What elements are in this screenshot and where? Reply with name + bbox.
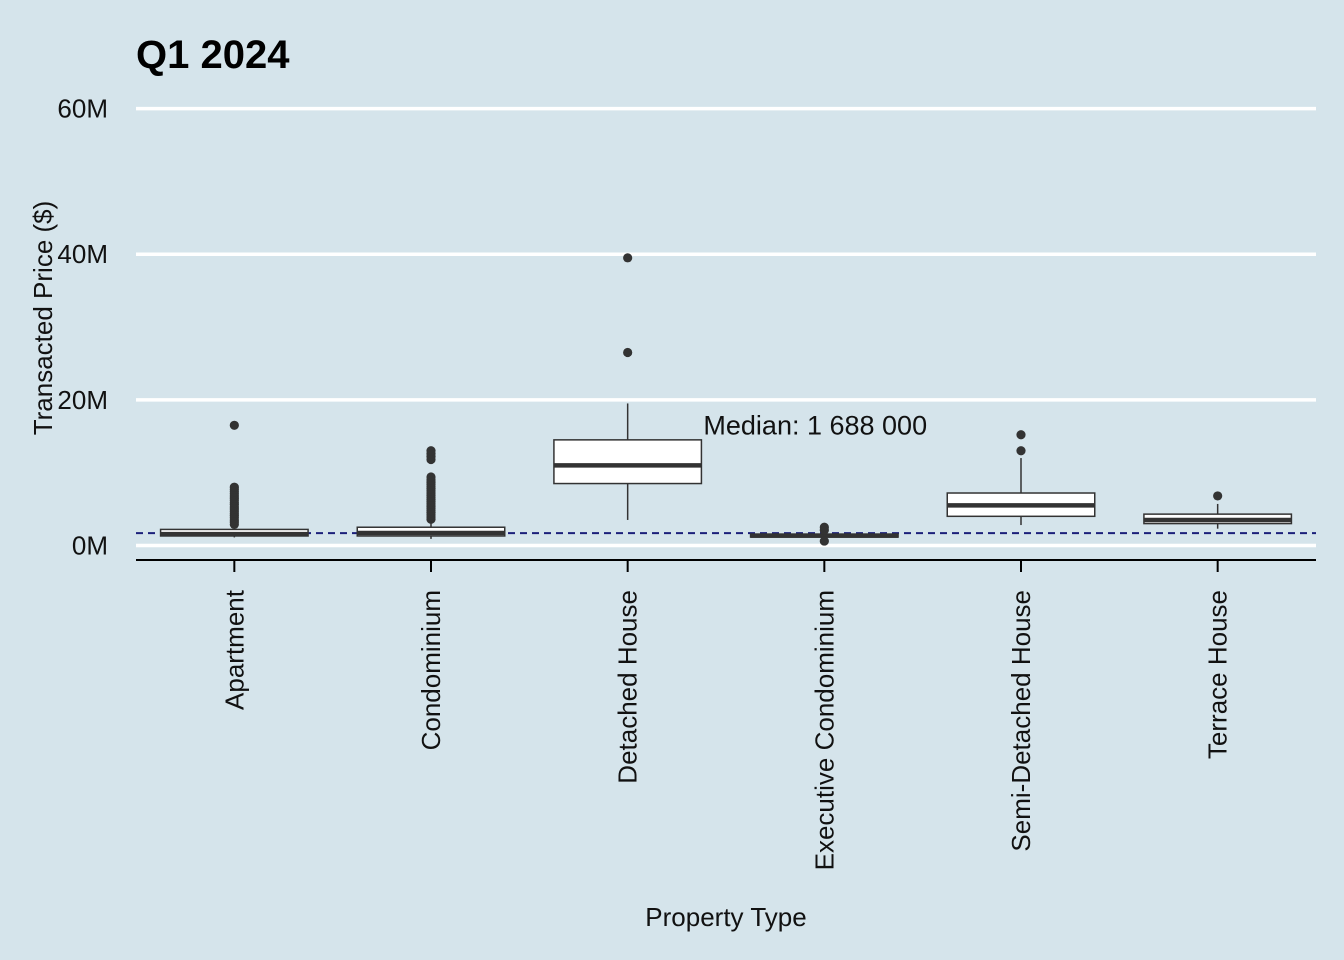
outlier-point [623,253,633,263]
x-tick-labels: Apartment Condominium Detached House Execut… [219,589,1232,870]
box-terrace-house [1143,491,1293,529]
grid-lines [136,106,1316,548]
outlier-point [1016,430,1026,440]
outlier-point [229,420,239,430]
y-tick-labels: 0M 20M 40M 60M [57,94,108,561]
box-detached-house [553,253,703,520]
box-apartment [159,420,309,538]
box-executive-condominium [749,522,899,546]
outlier-point [819,522,829,532]
outlier-point [229,482,239,492]
median-annotation: Median: 1 688 000 [703,410,927,440]
x-tick-label: Terrace House [1203,590,1233,759]
box-condominium [356,446,506,539]
x-tick-label: Condominium [416,590,446,750]
box-semi-detached-house [946,430,1096,526]
box-iqr [553,439,703,485]
outlier-point [623,347,633,358]
y-tick-label: 0M [72,530,108,560]
outlier-point [426,446,436,456]
boxes-layer [159,253,1293,546]
y-axis-title: Transacted Price ($) [28,201,58,436]
x-axis [136,559,1316,572]
y-tick-label: 40M [57,239,108,269]
x-tick-label: Semi-Detached House [1006,590,1036,852]
outlier-point [819,536,829,546]
chart-title: Q1 2024 [136,33,290,77]
y-tick-label: 60M [57,94,108,124]
outlier-point [426,472,436,482]
outlier-point [1016,446,1026,456]
x-axis-title: Property Type [645,902,806,932]
outlier-point [1213,491,1223,501]
x-tick-label: Apartment [219,589,249,710]
x-tick-label: Executive Condominium [809,590,839,870]
y-tick-label: 20M [57,385,108,415]
x-tick-label: Detached House [613,590,643,784]
